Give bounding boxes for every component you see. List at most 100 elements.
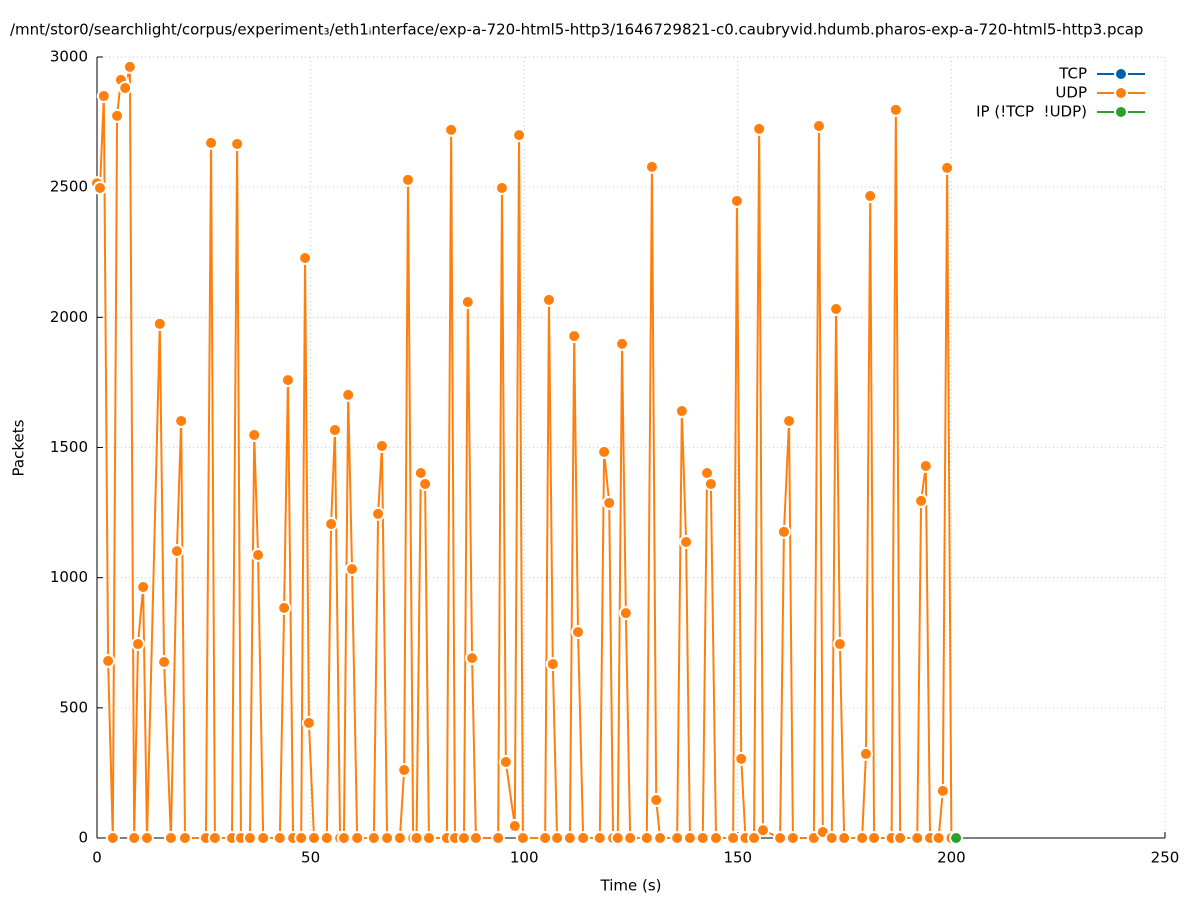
data-point [507,819,522,834]
data-point [418,476,433,491]
legend-label: IP (!TCP !UDP) [976,103,1087,121]
y-axis-label: Packets [10,419,28,476]
data-point [726,831,741,845]
data-point [914,493,929,508]
data-point [468,831,483,845]
data-point [931,831,946,845]
data-point [127,831,142,845]
data-point [256,831,271,845]
data-point [374,438,389,453]
data-point [935,783,950,798]
data-point [811,118,826,133]
data-point [592,831,607,845]
data-point [756,823,771,838]
data-point [152,316,167,331]
data-point [336,831,351,845]
data-point [679,535,694,550]
data-point [392,831,407,845]
data-point [444,122,459,137]
chart-title: /mnt/stor0/searchlight/corpus/experiment… [10,21,1143,39]
data-point [460,294,475,309]
data-point [615,336,630,351]
y-tick-label: 3000 [50,48,88,66]
x-tick-label: 0 [92,849,102,867]
data-point [515,831,530,845]
data-point [421,831,436,845]
data-point [785,831,800,845]
data-point [829,302,844,317]
data-point [639,831,654,845]
data-point [824,831,839,845]
data-point [118,80,133,95]
data-point [752,121,767,136]
data-point [163,831,178,845]
data-point [350,831,365,845]
data-point [918,458,933,473]
data-point [703,476,718,491]
data-point [776,524,791,539]
data-point [409,831,424,845]
legend-label: UDP [1055,84,1087,102]
data-point [695,831,710,845]
data-point [773,831,788,845]
data-point [893,831,908,845]
data-point [101,653,116,668]
data-point [949,831,964,845]
data-point [709,831,724,845]
data-point [571,625,586,640]
data-point [562,831,577,845]
data-point [251,548,266,563]
data-point [465,651,480,666]
legend-marker [1114,105,1128,119]
data-point [576,831,591,845]
y-tick-label: 0 [78,829,88,847]
data-point [169,544,184,559]
data-point [610,831,625,845]
series-line [96,66,953,840]
data-point [230,136,245,151]
y-tick-label: 2500 [50,178,88,196]
data-point [734,751,749,766]
data-point [272,831,287,845]
data-point [567,329,582,344]
data-point [545,657,560,672]
data-point [110,108,125,123]
data-point [301,715,316,730]
data-point [782,413,797,428]
data-point [456,831,471,845]
data-point [653,831,668,845]
data-point [494,180,509,195]
data-point [298,250,313,265]
data-point [105,831,120,845]
data-point [491,831,506,845]
data-point [855,831,870,845]
data-point [242,831,257,845]
data-point [136,580,151,595]
legend-label: TCP [1058,65,1087,83]
data-point [204,135,219,150]
data-point [247,428,262,443]
data-point [92,180,107,195]
data-point [280,373,295,388]
data-point [207,831,222,845]
x-tick-label: 100 [510,849,539,867]
data-point [512,128,527,143]
data-point [139,831,154,845]
data-point [345,562,360,577]
data-point [832,637,847,652]
data-point [618,606,633,621]
data-point [729,193,744,208]
data-point [341,387,356,402]
data-point [682,831,697,845]
legend-marker [1114,86,1128,100]
y-tick-label: 1500 [50,438,88,456]
data-point [747,831,762,845]
x-tick-label: 200 [937,849,966,867]
data-point [888,102,903,117]
data-point [380,831,395,845]
data-point [96,89,111,104]
y-tick-label: 2000 [50,308,88,326]
data-point [397,763,412,778]
data-point [602,495,617,510]
